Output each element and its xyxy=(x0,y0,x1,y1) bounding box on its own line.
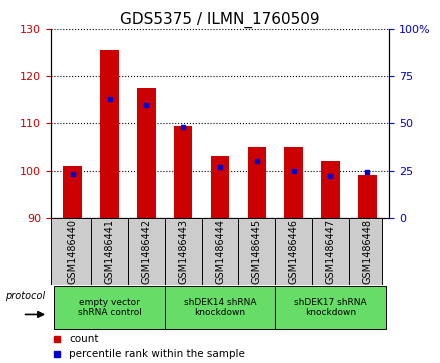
Bar xyxy=(284,147,303,218)
Bar xyxy=(100,50,119,218)
Bar xyxy=(248,147,266,218)
Text: protocol: protocol xyxy=(5,291,45,301)
Text: GSM1486444: GSM1486444 xyxy=(215,219,225,284)
Text: GSM1486443: GSM1486443 xyxy=(178,219,188,284)
Title: GDS5375 / ILMN_1760509: GDS5375 / ILMN_1760509 xyxy=(120,12,320,28)
Bar xyxy=(358,175,377,218)
Text: GSM1486448: GSM1486448 xyxy=(362,219,372,284)
Bar xyxy=(211,156,229,218)
Text: GSM1486441: GSM1486441 xyxy=(105,219,114,284)
Text: shDEK17 shRNA
knockdown: shDEK17 shRNA knockdown xyxy=(294,298,367,317)
Bar xyxy=(63,166,82,218)
Bar xyxy=(321,161,340,218)
Bar xyxy=(165,286,275,330)
Bar xyxy=(174,126,192,218)
Text: count: count xyxy=(69,334,99,344)
Bar xyxy=(275,286,386,330)
Text: GSM1486440: GSM1486440 xyxy=(68,219,78,284)
Bar xyxy=(137,88,156,218)
Text: GSM1486442: GSM1486442 xyxy=(141,219,151,284)
Text: GSM1486446: GSM1486446 xyxy=(289,219,299,284)
Text: percentile rank within the sample: percentile rank within the sample xyxy=(69,348,245,359)
Text: GSM1486447: GSM1486447 xyxy=(326,219,335,284)
Text: GSM1486445: GSM1486445 xyxy=(252,219,262,284)
Bar xyxy=(54,286,165,330)
Text: empty vector
shRNA control: empty vector shRNA control xyxy=(77,298,141,317)
Text: shDEK14 shRNA
knockdown: shDEK14 shRNA knockdown xyxy=(184,298,256,317)
